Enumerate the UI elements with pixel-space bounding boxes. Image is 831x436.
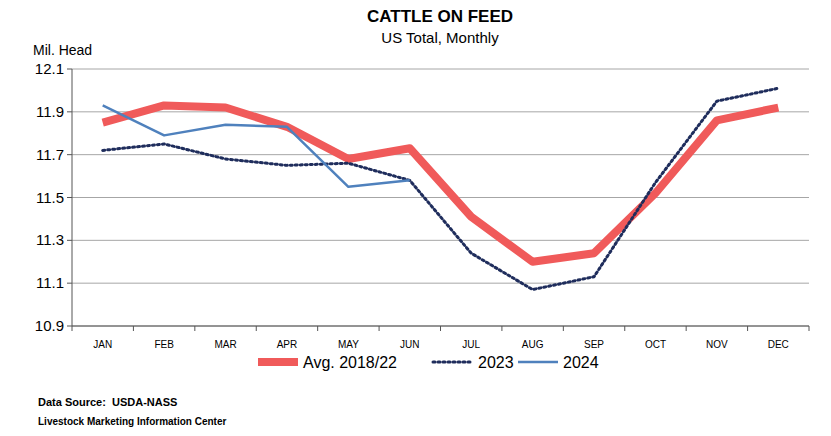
y-tick-label: 11.7 bbox=[36, 146, 64, 163]
legend-swatch bbox=[433, 361, 473, 364]
legend-label: 2023 bbox=[478, 354, 514, 371]
y-tick-label: 11.1 bbox=[36, 274, 64, 291]
x-tick bbox=[72, 326, 73, 331]
title: CATTLE ON FEED bbox=[367, 7, 513, 26]
grid-line bbox=[72, 69, 809, 70]
y-axis bbox=[72, 69, 73, 326]
x-tick-label: MAR bbox=[214, 339, 236, 350]
x-tick bbox=[317, 326, 318, 331]
x-tick-label: NOV bbox=[706, 339, 728, 350]
grid-line bbox=[72, 111, 809, 112]
x-tick bbox=[133, 326, 134, 331]
x-tick-label: DEC bbox=[768, 339, 789, 350]
y-tick bbox=[67, 111, 72, 112]
plot-area bbox=[103, 88, 779, 289]
source: Data Source: USDA-NASS bbox=[38, 396, 177, 408]
legend-swatch bbox=[258, 358, 298, 366]
y-tick bbox=[67, 69, 72, 70]
x-tick-label: JUN bbox=[400, 339, 419, 350]
x-tick bbox=[686, 326, 687, 331]
series-line bbox=[103, 105, 410, 186]
x-tick-label: MAY bbox=[338, 339, 359, 350]
chart: CATTLE ON FEED US Total, Monthly Mil. Head… bbox=[0, 0, 831, 436]
x-tick bbox=[194, 326, 195, 331]
y-tick-label: 12.1 bbox=[35, 60, 64, 77]
series-line bbox=[103, 88, 779, 289]
y-tick bbox=[67, 240, 72, 241]
legend-label: Avg. 2018/22 bbox=[303, 354, 397, 371]
x-tick bbox=[809, 326, 810, 331]
credit: Livestock Marketing Information Center bbox=[38, 416, 226, 427]
y-tick bbox=[67, 326, 72, 327]
y-tick bbox=[67, 154, 72, 155]
y-label: Mil. Head bbox=[33, 42, 92, 58]
x-tick bbox=[624, 326, 625, 331]
y-tick-label: 11.5 bbox=[36, 189, 64, 206]
series-line bbox=[103, 105, 779, 261]
x-tick-label: JAN bbox=[93, 339, 112, 350]
x-tick bbox=[440, 326, 441, 331]
x-tick bbox=[379, 326, 380, 331]
x-tick-label: SEP bbox=[584, 339, 604, 350]
x-tick bbox=[501, 326, 502, 331]
x-tick bbox=[563, 326, 564, 331]
x-tick-label: APR bbox=[277, 339, 298, 350]
grid-line bbox=[72, 154, 809, 155]
x-tick bbox=[747, 326, 748, 331]
grid-line bbox=[72, 197, 809, 198]
legend-label: 2024 bbox=[563, 354, 599, 371]
grid-line bbox=[72, 240, 809, 241]
grid-line bbox=[72, 283, 809, 284]
x-tick-label: JUL bbox=[462, 339, 480, 350]
subtitle: US Total, Monthly bbox=[381, 29, 499, 46]
y-tick bbox=[67, 197, 72, 198]
x-tick-label: AUG bbox=[522, 339, 544, 350]
x-tick-label: FEB bbox=[154, 339, 174, 350]
x-tick-label: OCT bbox=[645, 339, 666, 350]
legend-swatch bbox=[518, 361, 558, 364]
x-tick bbox=[256, 326, 257, 331]
y-tick-label: 10.9 bbox=[35, 317, 64, 334]
y-tick bbox=[67, 283, 72, 284]
y-tick-label: 11.9 bbox=[36, 103, 64, 120]
y-tick-label: 11.3 bbox=[36, 231, 64, 248]
